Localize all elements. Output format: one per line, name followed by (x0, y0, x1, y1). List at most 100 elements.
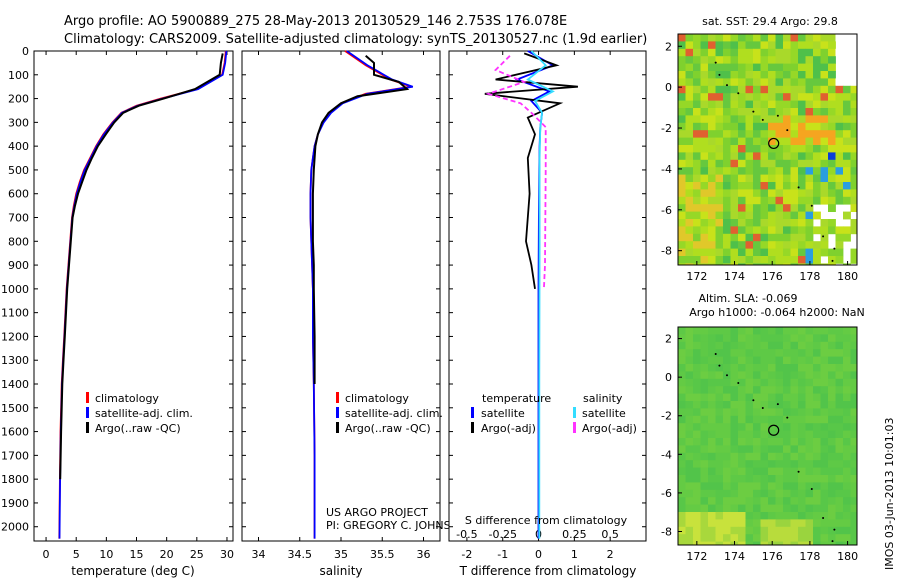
map-cell (768, 159, 776, 168)
map-cell (813, 378, 821, 387)
map-cell (700, 341, 709, 350)
map-cell (678, 489, 686, 498)
map-cell (805, 475, 814, 483)
map-cell (768, 130, 776, 138)
map-cell (753, 233, 761, 242)
map-cell (738, 204, 746, 212)
map-cell (700, 137, 709, 146)
map-cell (850, 512, 858, 520)
map-cell (700, 219, 709, 227)
map-cell (783, 122, 791, 131)
y-tick-label: 2000 (1, 521, 29, 534)
map-cell (798, 93, 806, 101)
map-cell (738, 85, 746, 94)
map-cell (798, 541, 806, 546)
map-cell (835, 378, 844, 387)
map-cell (723, 341, 731, 350)
map-cell (820, 241, 829, 249)
map-cell (790, 334, 799, 343)
map-cell (723, 364, 731, 372)
map-cell (790, 467, 799, 476)
map-cell (805, 219, 814, 227)
map-cell (738, 263, 746, 266)
map-cell (835, 152, 844, 161)
map-cell (820, 504, 829, 513)
map-cell (678, 233, 686, 242)
map-cell (850, 93, 858, 101)
map-cell (805, 445, 814, 454)
map-cell (738, 248, 746, 257)
map-cell (813, 34, 821, 42)
map-cell (820, 196, 829, 205)
island-dot (810, 488, 813, 491)
map-cell (783, 108, 791, 116)
map-cell (843, 233, 851, 242)
map-cell (693, 189, 701, 198)
map-cell (790, 145, 799, 153)
map-cell (745, 85, 754, 94)
map-cell (790, 256, 799, 264)
map-cell (805, 460, 814, 468)
map-cell (790, 100, 799, 109)
map-cell (775, 401, 784, 409)
map-cell (753, 445, 761, 454)
map-cell (790, 48, 799, 57)
map-cell (798, 263, 806, 266)
map-cell (730, 378, 739, 387)
map-cell (843, 115, 851, 124)
map-cell (685, 189, 694, 198)
map-cell (730, 233, 739, 242)
map-cell (753, 341, 761, 350)
map-cell (813, 152, 821, 161)
map-cell (745, 438, 754, 446)
map-cell (738, 41, 746, 50)
map-cell (790, 63, 799, 72)
map-cell (850, 48, 858, 57)
map-cell (753, 526, 761, 535)
map-cell (783, 497, 791, 505)
map-cell (723, 233, 731, 242)
map-cell (798, 341, 806, 350)
map-cell (723, 475, 731, 483)
map-cell (715, 378, 724, 387)
map-cell (805, 423, 814, 431)
map-cell (768, 174, 776, 183)
map-cell (745, 204, 754, 212)
map-cell (738, 145, 746, 153)
map-cell (835, 423, 844, 431)
map-cell (813, 159, 821, 168)
map-cell (775, 356, 784, 365)
map-cell (678, 534, 686, 542)
map-cell (820, 393, 829, 402)
map-cell (693, 386, 701, 394)
map-cell (708, 34, 716, 42)
map-cell (723, 408, 731, 417)
map-cell (798, 378, 806, 387)
map-cell (738, 541, 746, 546)
map-cell (685, 393, 694, 402)
map-cell (678, 115, 686, 124)
map-cell (843, 408, 851, 417)
map-cell (708, 356, 716, 365)
map-cell (820, 34, 829, 42)
map-cell (700, 108, 709, 116)
map-cell (745, 401, 754, 409)
map-cell (715, 467, 724, 476)
map-cell (723, 71, 731, 79)
map-cell (843, 371, 851, 380)
y-tick-label: 2 (665, 40, 672, 53)
map-cell (843, 519, 851, 528)
map-cell (790, 475, 799, 483)
map-cell (730, 204, 739, 212)
map-cell (820, 489, 829, 498)
map-cell (775, 519, 784, 528)
map-cell (723, 41, 731, 50)
map-cell (805, 233, 814, 242)
map-cell (693, 334, 701, 343)
map-cell (700, 512, 709, 520)
s-x-tick-label: 0.5 (601, 528, 619, 541)
map-cell (730, 34, 739, 42)
map-cell (685, 41, 694, 50)
map-cell (843, 71, 851, 79)
map-cell (828, 519, 836, 528)
